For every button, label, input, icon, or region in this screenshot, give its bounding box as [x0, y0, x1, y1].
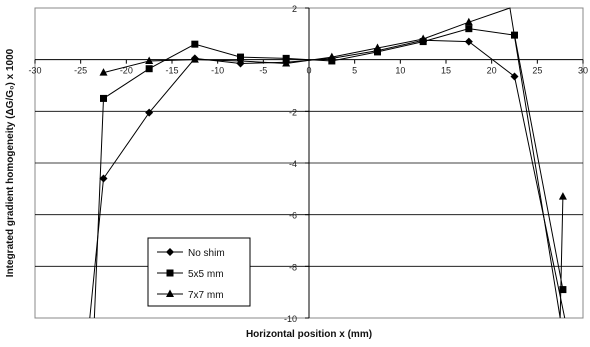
series-line: [103, 7, 564, 319]
legend-label: 7x7 mm: [188, 290, 224, 301]
x-tick-label: 30: [578, 66, 588, 76]
data-point: [419, 34, 428, 42]
data-point: [373, 43, 382, 52]
data-point: [100, 94, 107, 102]
data-point: [282, 54, 290, 62]
legend-marker: [166, 248, 174, 256]
data-point: [99, 68, 108, 76]
data-point: [145, 65, 153, 73]
data-point: [236, 56, 245, 64]
y-tick-label: 2: [292, 4, 297, 14]
y-tick-labels: 2 -2 -4 -6 -8 -10: [284, 4, 297, 324]
data-point: [558, 192, 567, 200]
x-tick-labels: -30 -25 -20 -15 -10 -5 0 5 10 15 20 25 30: [28, 66, 588, 76]
x-tick-label: 15: [441, 66, 451, 76]
legend: No shim 5x5 mm 7x7 mm: [147, 237, 251, 307]
x-tick-label: 5: [352, 66, 357, 76]
y-tick-label: -8: [289, 262, 297, 272]
x-tick-label: 0: [306, 66, 311, 76]
x-tick-label: 25: [532, 66, 542, 76]
x-tick-label: -30: [28, 66, 41, 76]
x-tick-label: -20: [120, 66, 133, 76]
x-tick-label: -15: [165, 66, 178, 76]
data-point: [465, 25, 473, 33]
data-point: [99, 174, 108, 183]
legend-marker: [166, 289, 174, 297]
y-tick-label: -4: [289, 159, 297, 169]
x-tick-label: -25: [74, 66, 87, 76]
y-tick-label: -10: [284, 314, 297, 324]
x-axis-label: Horizontal position x (mm): [246, 329, 372, 340]
data-point: [145, 56, 154, 64]
y-tick-label: -6: [289, 211, 297, 221]
data-point: [559, 286, 567, 294]
data-point: [464, 37, 473, 46]
x-tick-label: 20: [487, 66, 497, 76]
data-point: [145, 108, 154, 117]
data-point: [191, 40, 199, 48]
legend-marker: [166, 269, 174, 277]
data-point: [328, 57, 336, 65]
data-point: [190, 55, 199, 63]
y-tick-label: -2: [289, 107, 297, 117]
legend-box: [147, 237, 251, 307]
legend-label: No shim: [188, 248, 225, 259]
x-tick-label: -10: [211, 66, 224, 76]
series-3: [99, 7, 567, 319]
data-point: [327, 52, 336, 61]
data-point: [282, 59, 291, 67]
x-tick-label: -5: [259, 66, 267, 76]
series-line: [93, 28, 564, 319]
y-axis-label: Integrated gradient homogeneity (ΔG/G₀) …: [5, 48, 16, 277]
data-point: [464, 17, 473, 26]
x-tick-label: 10: [395, 66, 405, 76]
data-point: [374, 48, 381, 56]
series-layer: [89, 7, 567, 319]
data-point: [510, 72, 519, 81]
legend-label: 5x5 mm: [188, 269, 224, 280]
